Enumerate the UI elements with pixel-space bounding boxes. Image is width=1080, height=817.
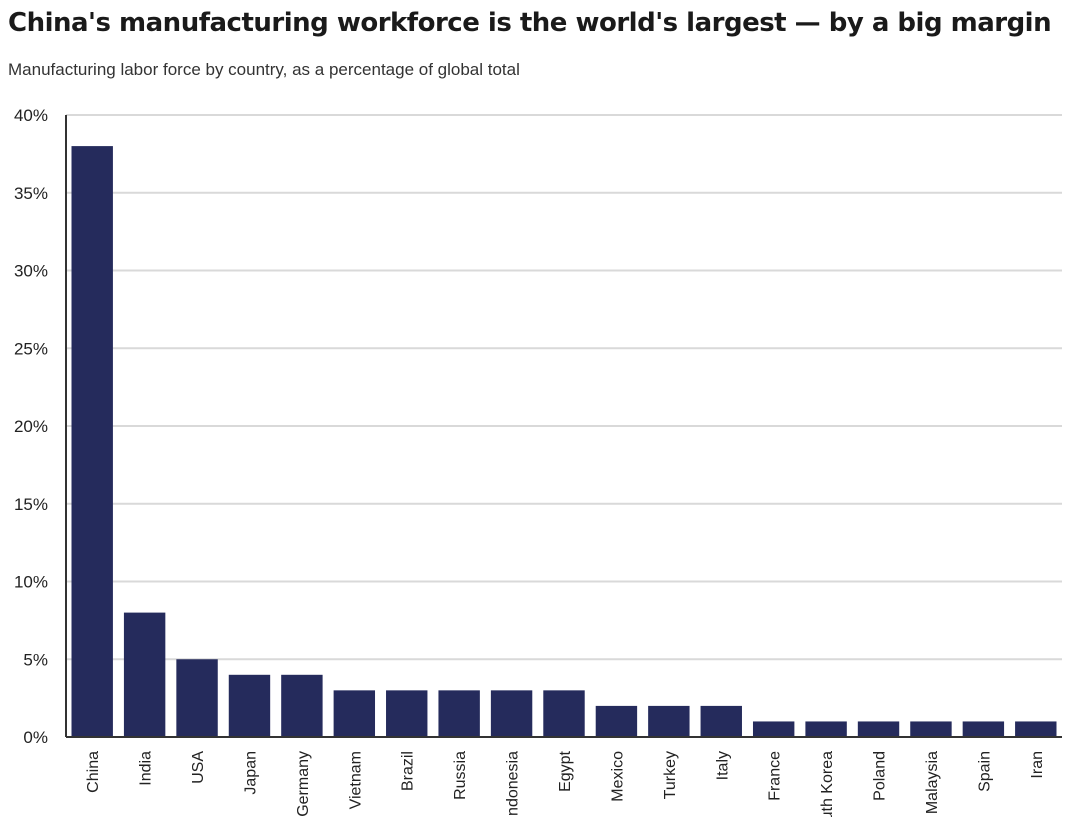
bar-china [71, 146, 113, 738]
y-axis-tick-labels: 0% 5% 10% 15% 20% 25% 30% 35% 40% [14, 106, 48, 747]
x-category-label: Turkey [662, 751, 679, 799]
bar-usa [176, 659, 218, 737]
x-category-label: Indonesia [505, 751, 522, 817]
x-category-label: Italy [714, 751, 731, 780]
bar-south-korea [805, 721, 847, 737]
y-tick-label: 10% [14, 573, 48, 592]
x-category-label: Malaysia [924, 751, 941, 814]
x-category-label: Brazil [400, 751, 417, 791]
bar-egypt [543, 690, 585, 737]
bar-turkey [648, 705, 690, 737]
y-tick-label: 30% [14, 262, 48, 281]
chart-title: China's manufacturing workforce is the w… [8, 8, 1052, 38]
y-tick-label: 40% [14, 106, 48, 125]
bar-brazil [386, 690, 428, 737]
y-tick-label: 0% [23, 728, 48, 747]
bar-italy [700, 705, 742, 737]
chart-subtitle: Manufacturing labor force by country, as… [8, 60, 520, 79]
bar-indonesia [490, 690, 533, 737]
y-tick-label: 15% [14, 495, 48, 514]
x-category-label: South Korea [819, 751, 836, 817]
bar-vietnam [333, 690, 376, 737]
x-category-label: Vietnam [347, 751, 364, 809]
x-category-label: Mexico [609, 751, 626, 802]
bar-japan [228, 674, 271, 737]
x-category-label: Japan [242, 751, 259, 795]
y-tick-label: 25% [14, 339, 48, 358]
x-category-label: Spain [976, 751, 993, 792]
bar-iran [1015, 721, 1057, 737]
x-category-label: Poland [872, 751, 889, 801]
bar-poland [857, 721, 900, 737]
bar-mexico [595, 705, 638, 737]
bar-india [123, 612, 166, 737]
x-category-label: Germany [295, 751, 312, 817]
x-category-label: India [138, 751, 155, 786]
y-tick-label: 35% [14, 184, 48, 203]
bar-malaysia [910, 721, 952, 737]
bar-germany [281, 674, 323, 737]
gridlines [66, 114, 1062, 661]
bar-russia [438, 690, 480, 737]
x-category-label: Iran [1029, 751, 1046, 779]
bar-france [752, 721, 795, 737]
x-category-label: Russia [452, 751, 469, 800]
x-category-label: USA [190, 751, 207, 784]
y-tick-label: 20% [14, 417, 48, 436]
x-axis-category-labels: China India USA Japan Germany Vietnam Brazil Ru… [85, 750, 1046, 817]
x-category-label: Egypt [557, 750, 574, 791]
x-category-label: France [767, 751, 784, 801]
bars [71, 146, 1057, 738]
y-tick-label: 5% [23, 650, 48, 669]
x-category-label: China [85, 751, 102, 793]
bar-spain [962, 721, 1005, 737]
